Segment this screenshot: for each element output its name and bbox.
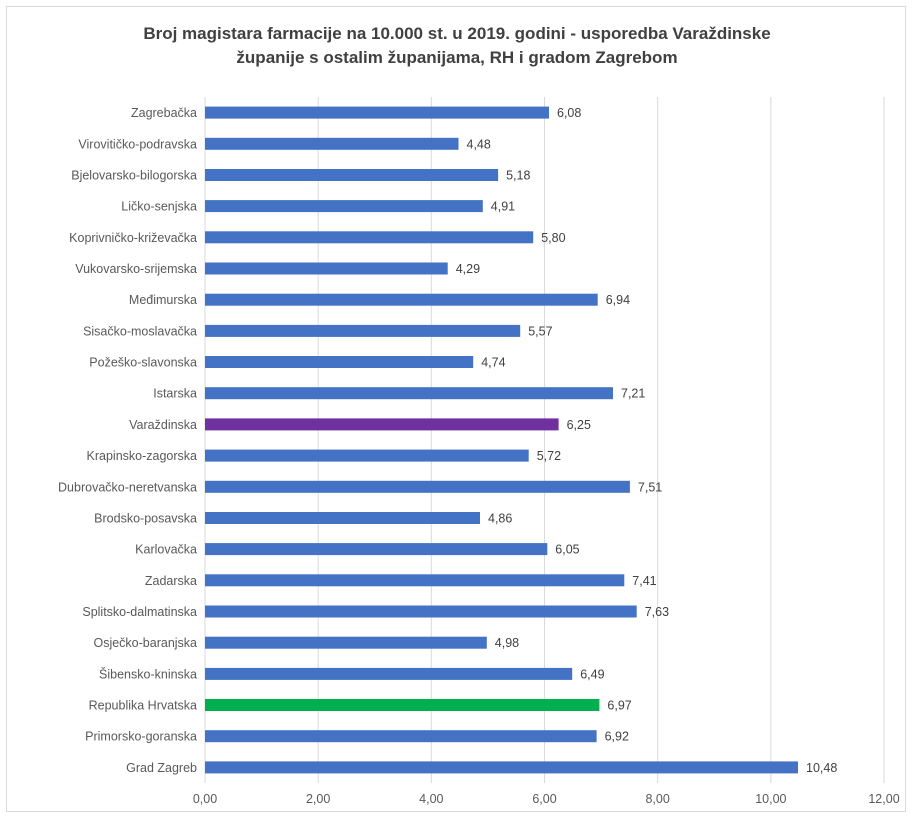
category-label: Dubrovačko-neretvanska: [58, 480, 197, 494]
bar: [205, 356, 474, 368]
category-label: Grad Zagreb: [126, 761, 197, 775]
category-label: Međimurska: [129, 293, 197, 307]
x-tick-label: 4,00: [419, 792, 443, 806]
data-label: 7,21: [621, 387, 645, 401]
bar: [205, 699, 600, 711]
category-label: Virovitičko-podravska: [78, 137, 197, 151]
chart-title-line-1: Broj magistara farmacije na 10.000 st. u…: [143, 24, 771, 43]
category-label: Sisačko-moslavačka: [83, 324, 197, 338]
data-label: 7,41: [632, 574, 656, 588]
data-label: 4,98: [495, 636, 519, 650]
x-tick-label: 12,00: [868, 792, 899, 806]
chart-title-line-2: županije s ostalim županijama, RH i grad…: [236, 48, 678, 67]
data-label: 4,29: [456, 262, 480, 276]
x-tick-label: 8,00: [645, 792, 669, 806]
data-label: 6,25: [567, 418, 591, 432]
bar: [205, 418, 559, 431]
category-label: Brodsko-posavska: [94, 512, 197, 526]
category-label: Karlovačka: [135, 543, 197, 557]
bar: [205, 480, 630, 493]
category-label: Bjelovarsko-bilogorska: [71, 169, 197, 183]
category-label: Šibensko-kninska: [99, 666, 197, 681]
data-label: 6,92: [605, 730, 629, 744]
bar: [205, 449, 529, 462]
x-tick-label: 6,00: [532, 792, 556, 806]
x-tick-label: 2,00: [306, 792, 330, 806]
bar: [205, 137, 459, 150]
chart-title: Broj magistara farmacije na 10.000 st. u…: [0, 22, 914, 70]
data-label: 4,48: [467, 137, 491, 151]
data-label: 4,74: [481, 356, 505, 370]
category-label: Ličko-senjska: [121, 200, 197, 214]
data-label: 6,94: [606, 293, 630, 307]
category-label: Primorsko-goranska: [85, 730, 197, 744]
x-tick-label: 0,00: [193, 792, 217, 806]
category-label: Požeško-slavonska: [89, 356, 197, 370]
bar: [205, 324, 521, 337]
bar: [205, 761, 798, 774]
data-label: 5,80: [541, 231, 565, 245]
bar: [205, 106, 549, 119]
bar: [205, 730, 597, 743]
bar: [205, 574, 625, 587]
category-label: Osječko-baranjska: [93, 636, 197, 650]
bar: [205, 605, 637, 618]
data-label: 10,48: [806, 761, 837, 775]
category-label: Krapinsko-zagorska: [87, 449, 198, 463]
bar: [205, 667, 573, 680]
data-label: 7,63: [645, 605, 669, 619]
category-label: Vukovarsko-srijemska: [75, 262, 197, 276]
bar: [205, 293, 598, 306]
data-label: 5,57: [528, 324, 552, 338]
bar: [205, 262, 448, 275]
category-label: Zagrebačka: [131, 106, 197, 120]
bar: [205, 169, 499, 181]
data-label: 4,86: [488, 512, 512, 526]
data-label: 6,08: [557, 106, 581, 120]
category-label: Koprivničko-križevačka: [69, 231, 197, 245]
bar: [205, 200, 483, 213]
data-label: 5,72: [537, 449, 561, 463]
data-label: 4,91: [491, 200, 515, 214]
x-tick-label: 10,00: [755, 792, 786, 806]
bar: [205, 231, 534, 244]
bar: [205, 636, 487, 649]
category-label: Zadarska: [145, 574, 197, 588]
data-label: 5,18: [506, 169, 530, 183]
bar: [205, 543, 548, 556]
data-label: 6,97: [607, 699, 631, 713]
category-label: Istarska: [153, 387, 197, 401]
category-label: Republika Hrvatska: [89, 699, 197, 713]
data-label: 7,51: [638, 480, 662, 494]
bar: [205, 512, 480, 524]
data-label: 6,49: [580, 667, 604, 681]
data-label: 6,05: [555, 543, 579, 557]
category-label: Varaždinska: [129, 418, 197, 432]
bar: [205, 387, 613, 400]
category-label: Splitsko-dalmatinska: [82, 605, 197, 619]
